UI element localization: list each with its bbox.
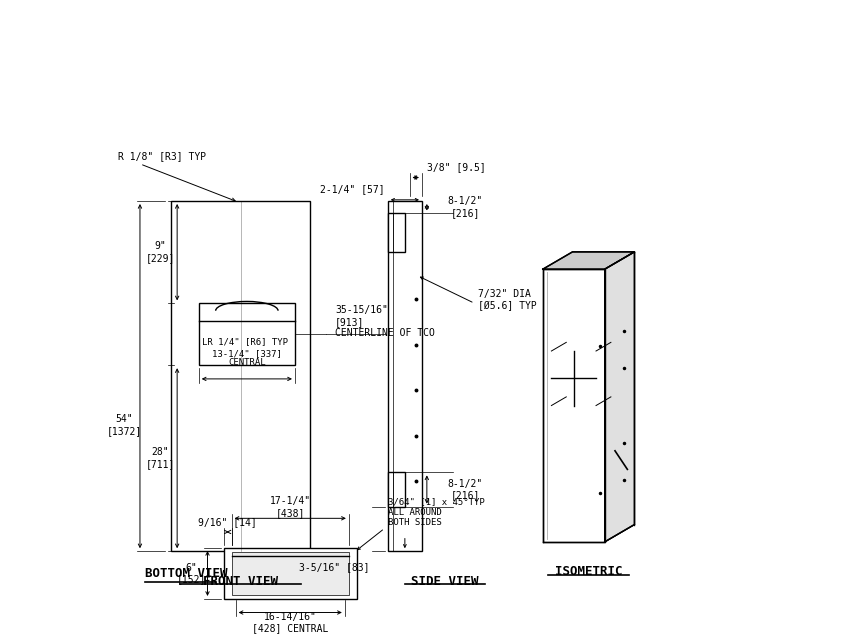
Text: 6"
[152]: 6" [152]: [177, 563, 206, 584]
Text: CENTRAL: CENTRAL: [228, 357, 266, 367]
Bar: [388, 214, 405, 252]
Bar: [388, 201, 422, 551]
Text: 54"
[1372]: 54" [1372]: [107, 414, 142, 436]
Polygon shape: [543, 252, 634, 269]
Text: 28"
[711]: 28" [711]: [145, 447, 175, 469]
Text: R 1/8" [R3] TYP: R 1/8" [R3] TYP: [118, 151, 207, 161]
Bar: [199, 303, 295, 365]
Polygon shape: [543, 269, 604, 542]
Text: 3/64" [1] x 45°TYP
ALL AROUND
BOTH SIDES: 3/64" [1] x 45°TYP ALL AROUND BOTH SIDES: [388, 497, 484, 527]
Text: SIDE VIEW: SIDE VIEW: [411, 575, 479, 588]
Text: 17-1/4"
[438]: 17-1/4" [438]: [269, 496, 311, 518]
Text: FRONT VIEW: FRONT VIEW: [203, 575, 278, 588]
Text: 2-1/4" [57]: 2-1/4" [57]: [320, 184, 385, 193]
Text: 13-1/4" [337]: 13-1/4" [337]: [212, 350, 282, 359]
Bar: [224, 548, 357, 599]
Text: 9/16" [14]: 9/16" [14]: [198, 517, 257, 527]
Text: 35-15/16"
[913]
CENTERLINE OF TCO: 35-15/16" [913] CENTERLINE OF TCO: [335, 305, 435, 338]
Text: ISOMETRIC: ISOMETRIC: [555, 565, 622, 578]
Text: 16-14/16"
[428] CENTRAL: 16-14/16" [428] CENTRAL: [252, 612, 328, 633]
Text: 9"
[229]: 9" [229]: [145, 242, 175, 263]
Bar: [552, 351, 596, 406]
Text: 3-5/16" [83]: 3-5/16" [83]: [298, 562, 369, 572]
Text: 8-1/2"
[216]: 8-1/2" [216]: [448, 197, 483, 218]
Text: LR 1/4" [R6] TYP: LR 1/4" [R6] TYP: [202, 337, 288, 346]
Text: 3/8" [9.5]: 3/8" [9.5]: [427, 162, 485, 172]
Bar: [388, 473, 405, 506]
Bar: [232, 552, 348, 595]
Text: 7/32" DIA
[Ø5.6] TYP: 7/32" DIA [Ø5.6] TYP: [478, 289, 536, 311]
Text: BOTTOM VIEW: BOTTOM VIEW: [144, 567, 228, 580]
Bar: [171, 201, 310, 551]
Text: 8-1/2"
[216]: 8-1/2" [216]: [448, 479, 483, 501]
Polygon shape: [604, 252, 634, 542]
